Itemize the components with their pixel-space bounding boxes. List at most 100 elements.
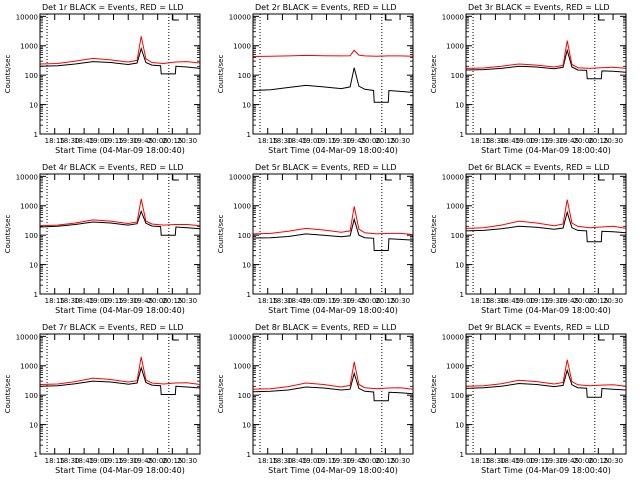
x-tick-label: 20:15: [162, 457, 182, 465]
x-axis-label: Start Time (04-Mar-09 18:00:40): [268, 146, 398, 155]
x-tick-label: 18:15: [45, 137, 65, 145]
events-series-line: [252, 67, 414, 103]
x-tick-label: 20:15: [162, 297, 182, 305]
x-tick-label: 20:00: [361, 137, 381, 145]
plot-frame: [252, 333, 414, 455]
y-axis-label: Counts/sec: [4, 375, 12, 414]
y-tick-label: 1: [34, 131, 38, 139]
lld-series-line: [465, 199, 627, 229]
detector-chart: Det 4r BLACK = Events, RED = LLD Counts/s…: [4, 163, 201, 315]
detector-chart: Det 8r BLACK = Events, RED = LLD Counts/s…: [217, 323, 414, 475]
y-tick-label: 1: [247, 291, 251, 299]
x-tick-label: 19:00: [89, 297, 109, 305]
x-axis-label: Start Time (04-Mar-09 18:00:40): [268, 466, 398, 475]
x-tick-label: 20:00: [361, 457, 381, 465]
x-tick-label: 20:30: [603, 137, 623, 145]
x-tick-label: 19:45: [346, 297, 366, 305]
x-tick-label: 19:15: [316, 137, 336, 145]
y-tick-label: 1000: [20, 43, 38, 51]
y-tick-label: 10000: [16, 173, 38, 181]
y-tick-label: 1000: [20, 363, 38, 371]
x-tick-label: 20:00: [361, 297, 381, 305]
y-axis-label: Counts/sec: [430, 55, 438, 94]
x-tick-label: 19:30: [118, 297, 138, 305]
x-axis-label: Start Time (04-Mar-09 18:00:40): [55, 146, 185, 155]
y-tick-label: 10000: [229, 333, 251, 341]
detector-panel: Det 7r BLACK = Events, RED = LLD Counts/s…: [0, 320, 213, 480]
x-tick-label: 19:15: [529, 137, 549, 145]
x-tick-label: 19:00: [515, 457, 535, 465]
chart-title: Det 3r BLACK = Events, RED = LLD: [468, 3, 610, 12]
x-tick-label: 19:45: [346, 457, 366, 465]
chart-title: Det 8r BLACK = Events, RED = LLD: [255, 323, 397, 332]
y-tick-label: 1000: [446, 203, 464, 211]
x-tick-label: 19:15: [103, 137, 123, 145]
x-tick-label: 19:15: [103, 297, 123, 305]
corner-marker: [598, 15, 605, 21]
x-axis-label: Start Time (04-Mar-09 18:00:40): [55, 306, 185, 315]
chart-title: Det 1r BLACK = Events, RED = LLD: [42, 3, 184, 12]
x-tick-label: 19:45: [559, 457, 579, 465]
detector-chart: Det 1r BLACK = Events, RED = LLD Counts/s…: [4, 3, 201, 155]
y-tick-label: 100: [25, 392, 38, 400]
x-tick-label: 20:15: [375, 457, 395, 465]
y-tick-label: 10000: [229, 173, 251, 181]
corner-marker: [172, 335, 179, 341]
detector-panel: Det 1r BLACK = Events, RED = LLD Counts/s…: [0, 0, 213, 160]
y-axis-label: Counts/sec: [430, 215, 438, 254]
x-tick-label: 18:15: [471, 297, 491, 305]
x-tick-label: 19:00: [515, 137, 535, 145]
x-tick-label: 20:30: [177, 457, 197, 465]
y-tick-label: 1: [34, 291, 38, 299]
x-tick-label: 19:00: [302, 457, 322, 465]
y-axis-label: Counts/sec: [4, 55, 12, 94]
y-tick-label: 10000: [16, 333, 38, 341]
events-series-line: [465, 368, 627, 398]
events-series-line: [252, 371, 414, 402]
x-tick-label: 19:45: [346, 137, 366, 145]
x-tick-label: 20:15: [588, 137, 608, 145]
y-tick-label: 100: [451, 232, 464, 240]
x-tick-label: 19:30: [118, 457, 138, 465]
x-tick-label: 18:30: [59, 297, 79, 305]
lld-series-line: [252, 206, 414, 235]
plot-frame: [252, 173, 414, 295]
detector-panel: Det 4r BLACK = Events, RED = LLD Counts/s…: [0, 160, 213, 320]
y-tick-label: 100: [238, 72, 251, 80]
detector-panel: Det 9r BLACK = Events, RED = LLD Counts/s…: [426, 320, 639, 480]
y-tick-label: 1: [247, 131, 251, 139]
x-tick-label: 19:00: [89, 137, 109, 145]
x-tick-label: 18:30: [485, 297, 505, 305]
x-tick-label: 18:30: [485, 137, 505, 145]
x-tick-label: 20:00: [148, 297, 168, 305]
x-tick-label: 18:15: [258, 137, 278, 145]
corner-marker: [172, 175, 179, 181]
y-tick-label: 10: [242, 102, 251, 110]
plot-frame: [465, 173, 627, 295]
y-tick-label: 10000: [442, 173, 464, 181]
events-series-line: [465, 210, 627, 243]
y-tick-label: 1: [460, 131, 464, 139]
y-tick-label: 10: [455, 422, 464, 430]
events-series-line: [39, 209, 201, 236]
x-tick-label: 19:30: [544, 457, 564, 465]
x-axis-label: Start Time (04-Mar-09 18:00:40): [481, 306, 611, 315]
x-tick-label: 19:00: [515, 297, 535, 305]
plot-frame: [39, 13, 201, 135]
chart-title: Det 9r BLACK = Events, RED = LLD: [468, 323, 610, 332]
x-tick-label: 18:45: [74, 137, 94, 145]
detector-chart: Det 6r BLACK = Events, RED = LLD Counts/s…: [430, 163, 627, 315]
lld-series-line: [252, 361, 414, 390]
x-tick-label: 18:45: [74, 297, 94, 305]
y-tick-label: 1: [460, 291, 464, 299]
y-tick-label: 100: [451, 72, 464, 80]
x-axis-label: Start Time (04-Mar-09 18:00:40): [268, 306, 398, 315]
x-tick-label: 20:15: [162, 137, 182, 145]
x-tick-label: 18:30: [485, 457, 505, 465]
x-tick-label: 20:00: [148, 457, 168, 465]
x-tick-label: 20:30: [390, 457, 410, 465]
x-tick-label: 20:30: [603, 457, 623, 465]
lld-series-line: [465, 359, 627, 387]
y-tick-label: 1000: [20, 203, 38, 211]
x-tick-label: 19:30: [118, 137, 138, 145]
